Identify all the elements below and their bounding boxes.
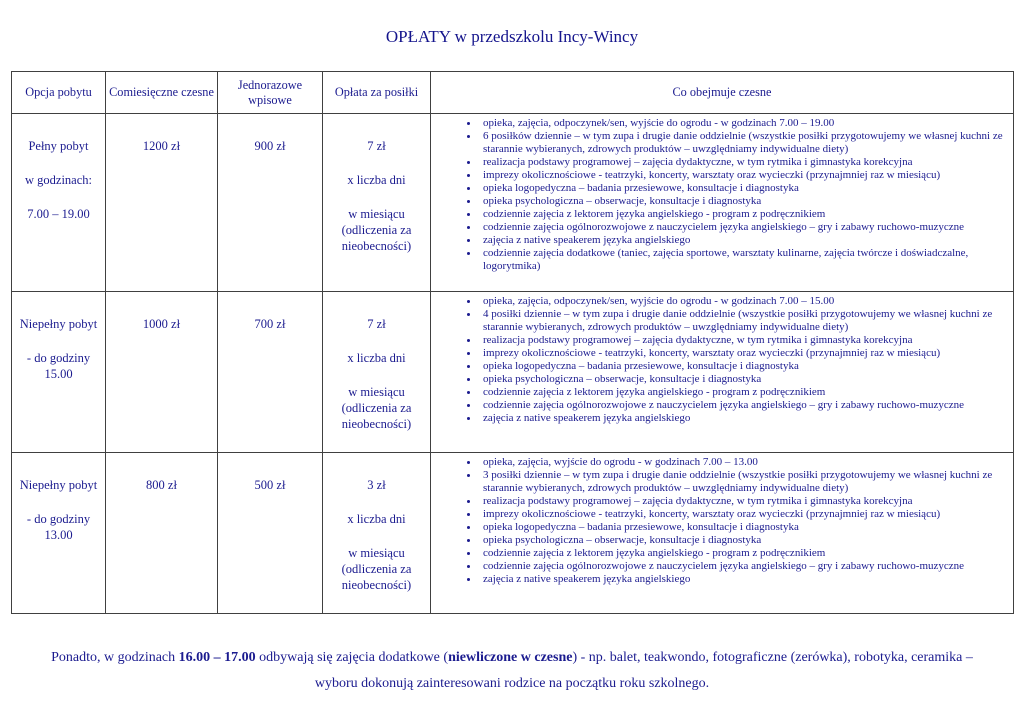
includes-list: opieka, zajęcia, odpoczynek/sen, wyjście… [431, 295, 1009, 425]
cell-stay-option: Niepełny pobyt - do godziny 15.00 [11, 291, 106, 453]
cell-entry-fee: 700 zł [217, 291, 323, 453]
list-item: imprezy okolicznościowe - teatrzyki, kon… [479, 508, 1009, 521]
list-item: codziennie zajęcia z lektorem języka ang… [479, 547, 1009, 560]
cell-line: x liczba dni [347, 351, 406, 365]
list-item: opieka logopedyczna – badania przesiewow… [479, 360, 1009, 373]
list-item: opieka psychologiczna – obserwacje, kons… [479, 373, 1009, 386]
cell-meal-fee: 3 zł x liczba dni w miesiącu (odliczenia z… [322, 452, 431, 614]
cell-line: 800 zł [146, 478, 177, 492]
list-item: codziennie zajęcia z lektorem języka ang… [479, 386, 1009, 399]
footer-segment: Ponadto, w godzinach [51, 650, 179, 665]
footer-segment: odbywają się zajęcia dodatkowe ( [255, 650, 449, 665]
cell-line: - do godziny 15.00 [26, 351, 91, 381]
footer-note: Ponadto, w godzinach 16.00 – 17.00 odbyw… [0, 645, 1024, 697]
cell-line: x liczba dni [347, 173, 406, 187]
list-item: opieka logopedyczna – badania przesiewow… [479, 521, 1009, 534]
cell-line: 7 zł [367, 139, 386, 153]
column-header-3: Opłata za posiłki [322, 71, 431, 114]
cell-line: 1200 zł [142, 139, 181, 153]
list-item: codziennie zajęcia ogólnorozwojowe z nau… [479, 399, 1009, 412]
list-item: opieka psychologiczna – obserwacje, kons… [479, 534, 1009, 547]
footer-segment: ) - np. balet, teakwondo, fotograficzne … [314, 650, 973, 691]
cell-monthly-fee: 1000 zł [105, 291, 218, 453]
cell-monthly-fee: 800 zł [105, 452, 218, 614]
table-header-row: Opcja pobytu Comiesięczne czesne Jednorazo… [11, 71, 1014, 114]
list-item: imprezy okolicznościowe - teatrzyki, kon… [479, 169, 1009, 182]
footer-bold-segment: 16.00 – 17.00 [178, 650, 256, 665]
list-item: realizacja podstawy programowej – zajęci… [479, 495, 1009, 508]
column-header-0: Opcja pobytu [11, 71, 106, 114]
includes-list: opieka, zajęcia, wyjście do ogrodu - w g… [431, 456, 1009, 586]
list-item: realizacja podstawy programowej – zajęci… [479, 156, 1009, 169]
cell-line: Niepełny pobyt [19, 317, 98, 331]
cell-line: w miesiącu (odliczenia za nieobecności) [341, 385, 412, 431]
list-item: 3 posiłki dziennie – w tym zupa i drugie… [479, 469, 1009, 495]
cell-line: w miesiącu (odliczenia za nieobecności) [341, 546, 412, 592]
cell-line: 700 zł [254, 317, 286, 331]
includes-list: opieka, zajęcia, odpoczynek/sen, wyjście… [431, 117, 1009, 273]
column-header-2: Jednorazowe wpisowe [217, 71, 323, 114]
cell-includes: opieka, zajęcia, wyjście do ogrodu - w g… [430, 452, 1014, 614]
cell-includes: opieka, zajęcia, odpoczynek/sen, wyjście… [430, 291, 1014, 453]
cell-includes: opieka, zajęcia, odpoczynek/sen, wyjście… [430, 113, 1014, 292]
cell-line: - do godziny 13.00 [26, 512, 91, 542]
cell-meal-fee: 7 zł x liczba dni w miesiącu (odliczenia z… [322, 291, 431, 453]
list-item: codziennie zajęcia ogólnorozwojowe z nau… [479, 221, 1009, 234]
cell-meal-fee: 7 zł x liczba dni w miesiącu (odliczenia z… [322, 113, 431, 292]
list-item: codziennie zajęcia z lektorem języka ang… [479, 208, 1009, 221]
footer-text: Ponadto, w godzinach 16.00 – 17.00 odbyw… [51, 650, 973, 691]
list-item: opieka logopedyczna – badania przesiewow… [479, 182, 1009, 195]
list-item: 6 posiłków dziennie – w tym zupa i drugi… [479, 130, 1009, 156]
cell-stay-option: Niepełny pobyt - do godziny 13.00 [11, 452, 106, 614]
list-item: zajęcia z native speakerem języka angiel… [479, 412, 1009, 425]
list-item: codziennie zajęcia dodatkowe (taniec, za… [479, 247, 1009, 273]
page-title: OPŁATY w przedszkolu Incy-Wincy [385, 27, 639, 46]
column-header-4: Co obejmuje czesne [430, 71, 1014, 114]
cell-line: 500 zł [254, 478, 286, 492]
list-item: opieka, zajęcia, wyjście do ogrodu - w g… [479, 456, 1009, 469]
cell-line: w miesiącu (odliczenia za nieobecności) [341, 207, 412, 253]
cell-monthly-fee: 1200 zł [105, 113, 218, 292]
footer-bold-segment: niewliczone w czesne [448, 650, 573, 665]
cell-entry-fee: 900 zł [217, 113, 323, 292]
cell-entry-fee: 500 zł [217, 452, 323, 614]
cell-line: 7.00 – 19.00 [27, 207, 90, 221]
cell-line: Pełny pobyt [28, 139, 89, 153]
list-item: opieka, zajęcia, odpoczynek/sen, wyjście… [479, 295, 1009, 308]
table-row: Pełny pobyt w godzinach: 7.00 – 19.00 1200 … [11, 113, 1014, 292]
cell-line: w godzinach: [25, 173, 92, 187]
cell-line: 900 zł [254, 139, 286, 153]
cell-line: x liczba dni [347, 512, 406, 526]
cell-line: 1000 zł [142, 317, 181, 331]
cell-line: 7 zł [367, 317, 386, 331]
list-item: zajęcia z native speakerem języka angiel… [479, 573, 1009, 586]
list-item: opieka psychologiczna – obserwacje, kons… [479, 195, 1009, 208]
table-row: Niepełny pobyt - do godziny 13.00 800 zł 50… [11, 452, 1014, 614]
cell-line: Niepełny pobyt [19, 478, 98, 492]
list-item: 4 posiłki dziennie – w tym zupa i drugie… [479, 308, 1009, 334]
list-item: imprezy okolicznościowe - teatrzyki, kon… [479, 347, 1009, 360]
column-header-1: Comiesięczne czesne [105, 71, 218, 114]
fees-table: Opcja pobytu Comiesięczne czesne Jednorazo… [11, 71, 1014, 614]
list-item: codziennie zajęcia ogólnorozwojowe z nau… [479, 560, 1009, 573]
list-item: realizacja podstawy programowej – zajęci… [479, 334, 1009, 347]
cell-stay-option: Pełny pobyt w godzinach: 7.00 – 19.00 [11, 113, 106, 292]
cell-line: 3 zł [367, 478, 386, 492]
list-item: opieka, zajęcia, odpoczynek/sen, wyjście… [479, 117, 1009, 130]
list-item: zajęcia z native speakerem języka angiel… [479, 234, 1009, 247]
table-row: Niepełny pobyt - do godziny 15.00 1000 zł 7… [11, 291, 1014, 453]
